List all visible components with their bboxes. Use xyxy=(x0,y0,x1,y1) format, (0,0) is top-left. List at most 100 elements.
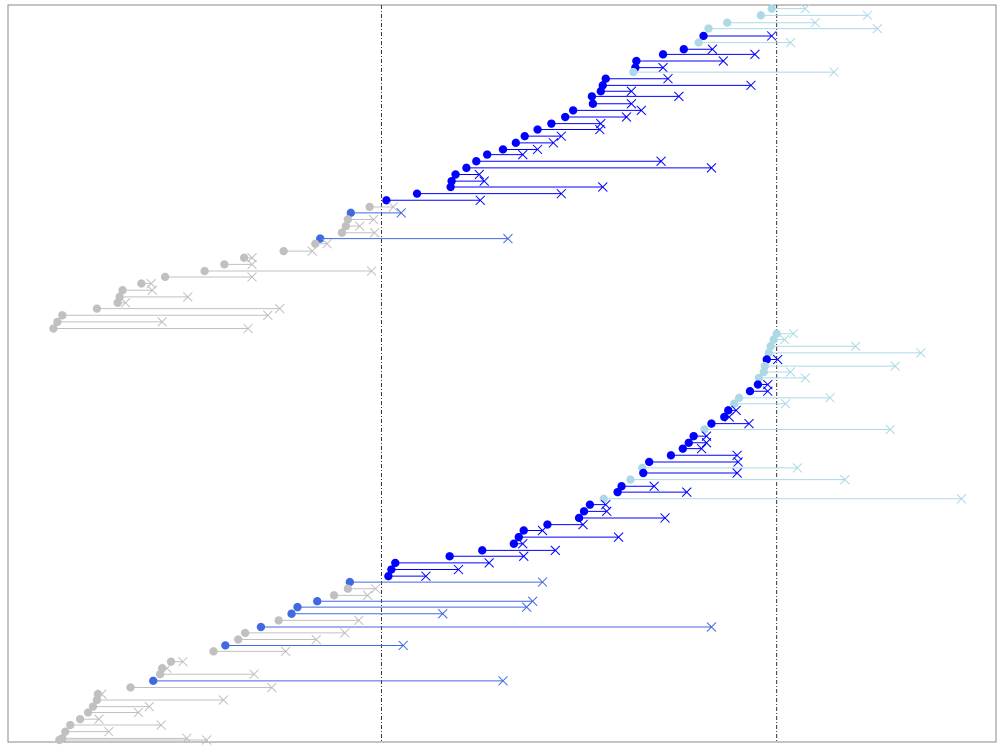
start-marker xyxy=(384,571,393,581)
end-marker xyxy=(750,49,760,60)
segment-upper-23 xyxy=(498,144,543,155)
end-marker xyxy=(201,735,212,745)
end-marker xyxy=(626,86,637,97)
end-marker xyxy=(556,188,567,199)
start-marker xyxy=(293,602,302,612)
end-marker xyxy=(890,361,901,371)
end-marker xyxy=(517,538,528,549)
segment-lower-69 xyxy=(684,437,712,448)
start-marker xyxy=(341,221,351,231)
end-marker xyxy=(181,733,192,744)
start-marker xyxy=(329,591,339,600)
start-marker xyxy=(574,513,584,523)
start-marker xyxy=(613,487,622,497)
end-marker xyxy=(772,354,783,365)
end-marker xyxy=(800,3,811,14)
segment-upper-1 xyxy=(767,3,811,14)
end-marker xyxy=(550,545,561,556)
segment-lower-101 xyxy=(221,640,409,651)
start-marker xyxy=(645,457,654,467)
start-marker xyxy=(365,202,374,212)
segment-lower-54 xyxy=(766,341,861,352)
start-marker xyxy=(220,260,229,269)
segment-lower-63 xyxy=(729,398,791,409)
end-marker xyxy=(613,532,624,542)
segment-lower-87 xyxy=(445,551,529,562)
segment-upper-17 xyxy=(568,105,647,116)
start-marker xyxy=(239,253,249,262)
start-marker xyxy=(83,708,93,717)
end-marker xyxy=(885,424,896,435)
end-marker xyxy=(484,558,495,568)
segment-upper-19 xyxy=(547,118,606,129)
segment-lower-93 xyxy=(329,590,373,601)
start-marker xyxy=(498,145,508,154)
segment-lower-86 xyxy=(478,545,561,556)
segment-lower-66 xyxy=(707,418,754,429)
segment-lower-85 xyxy=(509,538,528,549)
start-marker xyxy=(482,150,492,159)
end-marker xyxy=(362,590,373,601)
end-marker xyxy=(249,669,259,680)
end-marker xyxy=(578,519,588,530)
end-marker xyxy=(182,291,193,302)
start-marker xyxy=(345,577,355,587)
segment-upper-25 xyxy=(472,156,666,167)
end-marker xyxy=(601,506,612,517)
segment-upper-11 xyxy=(629,67,839,77)
start-marker xyxy=(200,266,209,276)
start-marker xyxy=(707,419,716,428)
end-marker xyxy=(498,675,508,686)
end-marker xyxy=(656,156,666,167)
end-marker xyxy=(120,297,131,308)
start-marker xyxy=(75,714,85,724)
segment-lower-74 xyxy=(639,468,742,478)
segment-upper-35 xyxy=(341,221,365,231)
segment-lower-59 xyxy=(754,373,811,383)
start-marker xyxy=(588,99,598,108)
end-marker xyxy=(94,714,104,725)
segment-lower-65 xyxy=(720,412,735,422)
end-marker xyxy=(916,348,926,358)
end-marker xyxy=(706,622,717,632)
segment-upper-3 xyxy=(723,17,821,28)
segment-upper-27 xyxy=(451,169,485,180)
start-marker xyxy=(382,196,391,205)
segment-lower-113 xyxy=(66,720,166,730)
segment-lower-116 xyxy=(55,735,212,745)
start-marker xyxy=(221,641,230,650)
start-marker xyxy=(343,584,353,593)
end-marker xyxy=(366,266,377,276)
start-marker xyxy=(700,425,709,434)
segment-upper-32 xyxy=(365,202,399,212)
end-marker xyxy=(421,571,431,582)
segment-lower-100 xyxy=(234,634,322,645)
end-marker xyxy=(388,202,399,212)
segment-lower-110 xyxy=(88,701,155,712)
end-marker xyxy=(696,443,707,454)
end-marker xyxy=(354,221,365,231)
start-marker xyxy=(587,92,597,101)
segment-lower-92 xyxy=(343,583,381,594)
end-marker xyxy=(274,303,285,314)
end-marker xyxy=(307,246,318,257)
segment-lower-58 xyxy=(759,367,796,377)
start-marker xyxy=(387,565,396,574)
segment-upper-50 xyxy=(53,317,167,327)
end-marker xyxy=(658,62,668,73)
start-marker xyxy=(769,335,778,344)
segment-upper-21 xyxy=(520,131,567,142)
start-marker xyxy=(279,246,288,256)
start-marker xyxy=(734,393,744,403)
segment-lower-72 xyxy=(645,457,743,467)
start-marker xyxy=(311,239,320,248)
segment-upper-36 xyxy=(337,227,380,238)
segment-lower-73 xyxy=(638,462,803,473)
segment-lower-55 xyxy=(764,348,926,358)
segment-upper-29 xyxy=(446,182,608,192)
segment-lower-102 xyxy=(209,646,291,657)
segment-upper-16 xyxy=(588,98,637,109)
end-marker xyxy=(779,334,790,345)
end-marker xyxy=(732,468,742,478)
segment-lower-96 xyxy=(287,608,448,619)
